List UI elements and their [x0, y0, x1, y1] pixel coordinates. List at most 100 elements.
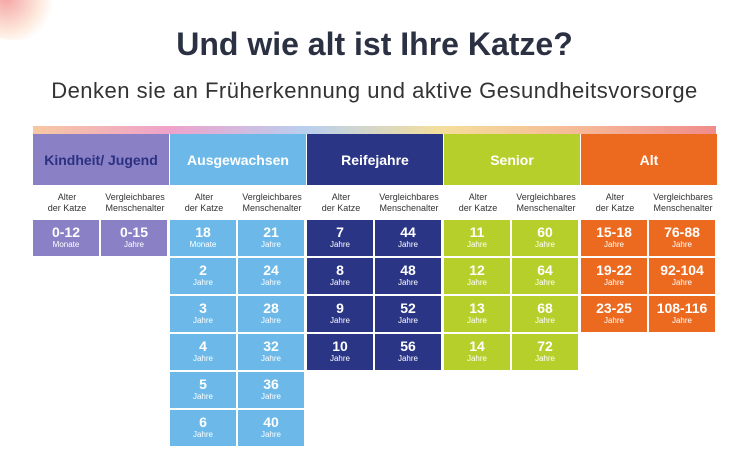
age-cell: 64 Jahre [512, 258, 578, 294]
age-value: 28 [263, 300, 279, 316]
age-unit: Jahre [466, 240, 487, 249]
age-unit: Jahre [260, 354, 281, 363]
age-value: 12 [469, 262, 485, 278]
age-cell: 40 Jahre [238, 410, 304, 446]
column-label: Vergleichbares Menschenalter [653, 191, 713, 213]
age-value: 108-116 [656, 300, 708, 316]
age-unit: Jahre [466, 354, 487, 363]
age-unit: Jahre [397, 240, 418, 249]
age-cell: 72 Jahre [512, 334, 578, 370]
age-value: 56 [400, 338, 416, 354]
column-label: Alter der Katze [47, 191, 87, 213]
title: Und wie alt ist Ihre Katze? [176, 26, 573, 62]
age-cell: 44 Jahre [375, 220, 441, 256]
age-unit: Jahre [534, 316, 555, 325]
age-unit: Jahre [466, 316, 487, 325]
age-cell: 92-104 Jahre [649, 258, 715, 294]
age-unit: Monate [52, 240, 80, 249]
age-value: 24 [263, 262, 279, 278]
age-unit: Jahre [534, 354, 555, 363]
age-cell: 10 Jahre [307, 334, 373, 370]
age-value: 40 [263, 414, 279, 430]
age-unit: Jahre [192, 278, 213, 287]
age-cell: 9 Jahre [307, 296, 373, 332]
age-value: 32 [263, 338, 279, 354]
age-value: 52 [400, 300, 416, 316]
age-value: 48 [400, 262, 416, 278]
column-label: Vergleichbares Menschenalter [242, 191, 302, 213]
age-value: 13 [469, 300, 485, 316]
age-unit: Jahre [329, 240, 350, 249]
age-cell: 76-88 Jahre [649, 220, 715, 256]
column-label: Vergleichbares Menschenalter [379, 191, 439, 213]
age-unit: Jahre [260, 392, 281, 401]
age-value: 4 [199, 338, 207, 354]
column-label: Alter der Katze [321, 191, 361, 213]
age-value: 15-18 [596, 224, 632, 240]
age-value: 76-88 [664, 224, 700, 240]
age-cell: 13 Jahre [444, 296, 510, 332]
age-unit: Jahre [123, 240, 144, 249]
age-cell: 60 Jahre [512, 220, 578, 256]
age-value: 64 [537, 262, 553, 278]
age-unit: Jahre [603, 278, 624, 287]
age-value: 21 [263, 224, 279, 240]
age-value: 5 [199, 376, 207, 392]
age-unit: Jahre [192, 392, 213, 401]
age-value: 9 [336, 300, 344, 316]
column-label: Alter der Katze [458, 191, 498, 213]
age-cell: 11 Jahre [444, 220, 510, 256]
age-cell: 15-18 Jahre [581, 220, 647, 256]
age-unit: Jahre [603, 316, 624, 325]
group-header: Ausgewachsen [170, 134, 306, 185]
age-value: 11 [469, 224, 485, 240]
age-unit: Jahre [260, 430, 281, 439]
age-cell: 19-22 Jahre [581, 258, 647, 294]
age-unit: Jahre [397, 278, 418, 287]
age-cell: 32 Jahre [238, 334, 304, 370]
age-cell: 56 Jahre [375, 334, 441, 370]
age-cell: 3 Jahre [170, 296, 236, 332]
group-header: Alt [581, 134, 717, 185]
subtitle: Denken sie an Früherkennung und aktive G… [51, 78, 698, 103]
age-value: 3 [199, 300, 207, 316]
age-value: 36 [263, 376, 279, 392]
age-unit: Jahre [260, 316, 281, 325]
age-cell: 23-25 Jahre [581, 296, 647, 332]
age-value: 0-12 [51, 224, 81, 240]
age-unit: Jahre [397, 316, 418, 325]
group-header: Kindheit/ Jugend [33, 134, 169, 185]
age-cell: 6 Jahre [170, 410, 236, 446]
age-value: 8 [336, 262, 344, 278]
age-value: 72 [537, 338, 553, 354]
age-cell: 48 Jahre [375, 258, 441, 294]
age-unit: Jahre [534, 240, 555, 249]
age-value: 60 [537, 224, 553, 240]
decoration-stripe [33, 126, 716, 134]
age-value: 0-15 [119, 224, 149, 240]
age-unit: Jahre [671, 240, 692, 249]
age-value: 10 [332, 338, 348, 354]
age-cell: 52 Jahre [375, 296, 441, 332]
age-unit: Jahre [329, 316, 350, 325]
age-unit: Jahre [192, 316, 213, 325]
age-cell: 8 Jahre [307, 258, 373, 294]
age-cell: 68 Jahre [512, 296, 578, 332]
age-cell: 5 Jahre [170, 372, 236, 408]
age-unit: Jahre [192, 354, 213, 363]
age-value: 68 [537, 300, 553, 316]
age-unit: Jahre [603, 240, 624, 249]
age-cell: 12 Jahre [444, 258, 510, 294]
age-value: 6 [199, 414, 207, 430]
age-cell: 36 Jahre [238, 372, 304, 408]
age-unit: Jahre [671, 316, 692, 325]
column-label: Alter der Katze [595, 191, 635, 213]
age-unit: Jahre [260, 240, 281, 249]
age-value: 18 [195, 224, 211, 240]
age-unit: Jahre [397, 354, 418, 363]
column-label: Vergleichbares Menschenalter [516, 191, 576, 213]
age-unit: Jahre [534, 278, 555, 287]
age-value: 44 [400, 224, 416, 240]
group-header: Reifejahre [307, 134, 443, 185]
group-header: Senior [444, 134, 580, 185]
